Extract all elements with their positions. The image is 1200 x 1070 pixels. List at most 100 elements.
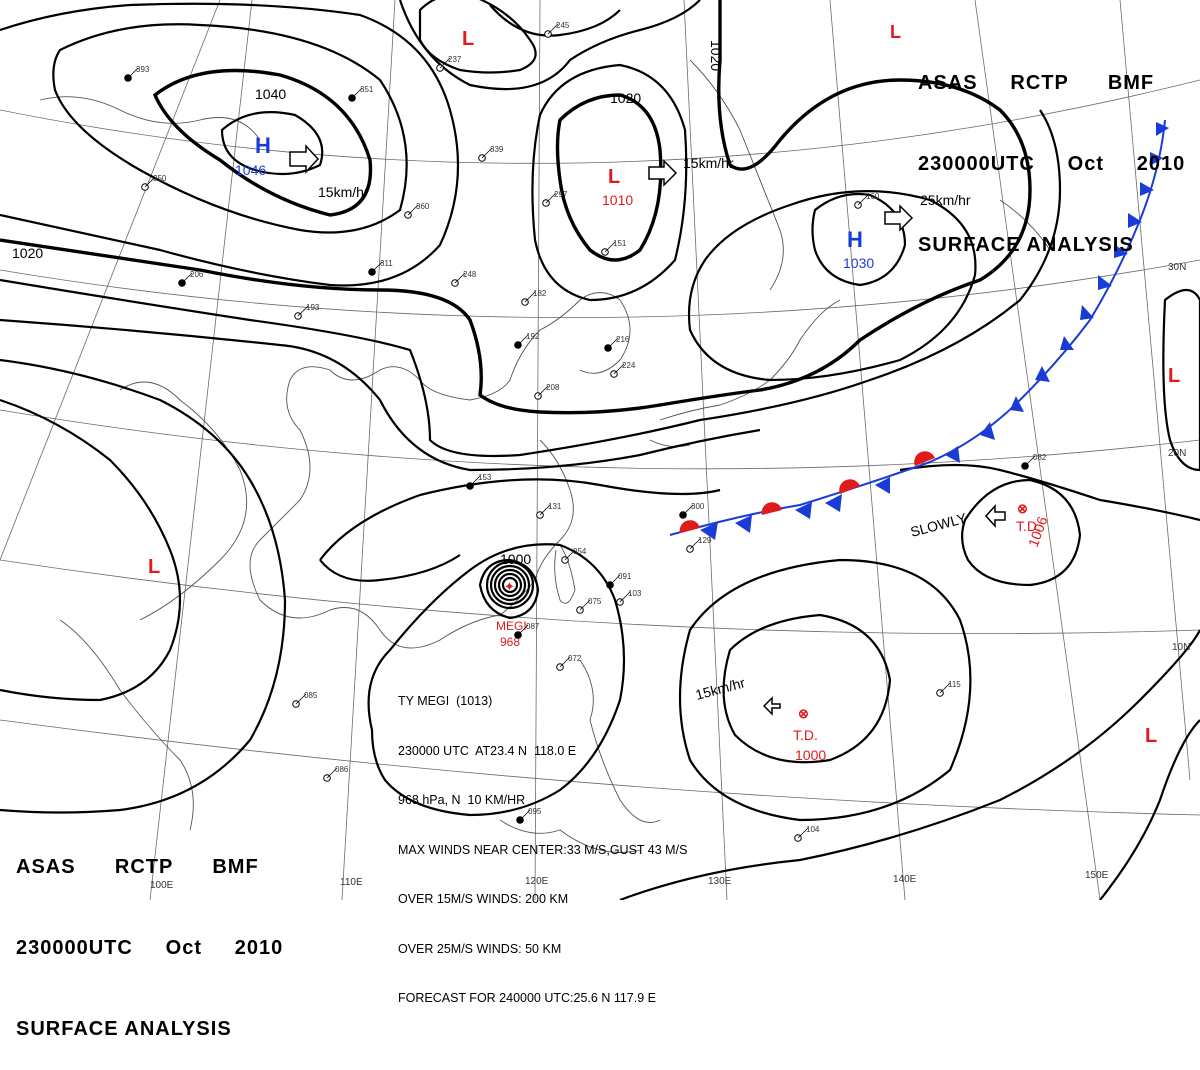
wind-barb [559,656,571,668]
bulletin-line: TY MEGI (1013) [398,694,493,708]
bulletin-line: FORECAST FOR 240000 UTC:25.6 N 117.9 E [398,991,656,1005]
wind-barb [295,693,307,705]
station-pressure: 297 [554,190,568,199]
wind-barb [609,574,621,586]
typhoon-icon: ✦ [504,579,515,594]
wind-barb [545,192,557,204]
station-pressure: 224 [622,361,636,370]
station-pressure: 245 [556,21,570,30]
station-pressure: 054 [573,547,587,556]
low-center: L [1145,725,1157,747]
wind-barb [689,538,701,550]
station-pressure: 393 [136,65,150,74]
bulletin-line: MAX WINDS NEAR CENTER:33 M/S,GUST 43 M/S [398,842,688,857]
station-pressure: 085 [304,691,318,700]
motion-label: 25km/hr [920,192,971,208]
station-pressure: 151 [613,239,627,248]
station-pressure: 075 [588,597,602,606]
header-line1: ASAS RCTP BMF [16,856,259,878]
isobar-labels: 1040 1020 1020 1020 1000 [12,40,724,567]
station-pressure: 360 [416,202,430,211]
header-bottom: ASAS RCTP BMF 230000UTC Oct 2010 SURFACE… [16,800,283,1070]
typhoon-name: MEGI [496,619,527,633]
station-pressure: 091 [618,572,632,581]
wind-barb [604,241,616,253]
header-line2: 230000UTC Oct 2010 [918,153,1186,175]
wind-barb [127,67,139,79]
station-pressure: 208 [546,383,560,392]
isobar-1020-west [0,0,1032,415]
wind-barb [469,475,481,487]
graticule-labels: 100E 110E 120E 130E 140E 150E 30N 20N 10… [150,262,1190,891]
station-pressure: 248 [463,270,477,279]
station-pressure: 311 [380,259,393,268]
wind-barb [144,176,156,188]
high-center: H [847,227,863,252]
motion-label: 15km/hr [694,674,747,703]
station-pressure: 237 [448,55,462,64]
td-label: T.D. [793,727,818,743]
isobar-1040 [152,68,373,217]
wind-barb [564,549,576,561]
wind-barb [407,204,419,216]
station-pressure: 300 [691,502,705,511]
isobar-label: 1020 [610,90,641,106]
station-pressure: 087 [526,622,540,631]
low-center: L [148,556,160,578]
motion-arrows [289,144,1006,716]
station-plots: 393 237 245 351 339 360 311 248 350 206 193 182 192 1… [124,21,1047,842]
high-center: H [255,133,271,158]
lon-label: 100E [150,880,174,891]
header-line3: SURFACE ANALYSIS [16,1018,232,1040]
station-pressure: 103 [628,589,642,598]
low-value: 1010 [602,192,633,208]
high-value: 1046 [235,162,266,178]
wind-barb [939,682,951,694]
station-pressure: 072 [568,654,582,663]
station-pressure: 104 [806,825,820,834]
isobar-1000 [367,543,626,817]
stationary-front [669,119,1169,540]
wind-barb [1024,455,1036,467]
low-center: L [1168,365,1180,387]
td-symbol: ⊗ [1017,501,1028,516]
motion-label: SLOWLY [909,509,969,539]
isobar-label: 1020 [12,245,43,261]
header-line2: 230000UTC Oct 2010 [16,937,284,959]
typhoon-pressure: 968 [500,635,520,649]
td-label: T.D. [1016,518,1041,534]
lon-label: 120E [525,876,549,887]
station-pressure: 131 [548,502,562,511]
isobar-label: 1020 [708,40,724,71]
station-pressure: 095 [528,807,542,816]
wind-barb [371,261,383,273]
high-value: 1030 [843,255,874,271]
wind-barb [481,147,493,159]
station-pressure: 129 [698,536,712,545]
graticule [0,0,1200,900]
wind-barb [682,504,694,516]
lat-label: 30N [1168,262,1186,273]
wind-barb [517,334,529,346]
isobars [0,0,1200,900]
station-pressure: 082 [1033,453,1047,462]
bulletin-line: OVER 25M/S WINDS: 50 KM [398,941,562,956]
wind-barb [524,291,536,303]
header-top: ASAS RCTP BMF 230000UTC Oct 2010 SURFACE… [918,16,1185,286]
wind-barb [181,272,193,284]
td-symbol: ⊗ [798,706,809,721]
wind-barb [579,599,591,611]
isobar-label: 1000 [500,551,531,567]
lon-label: 140E [893,874,917,885]
station-pressure: 153 [478,473,492,482]
station-pressure: 160 [866,192,880,201]
wind-barb [351,87,363,99]
bulletin-line: 230000 UTC AT23.4 N 118.0 E [398,743,577,758]
wind-barb [797,827,809,839]
isobar-label: 1040 [255,86,286,102]
header-line1: ASAS RCTP BMF [918,72,1155,94]
motion-label: 15km/hr [318,184,369,200]
station-pressure: 192 [526,332,540,341]
station-pressure: 193 [306,303,320,312]
low-center: L [608,166,620,188]
